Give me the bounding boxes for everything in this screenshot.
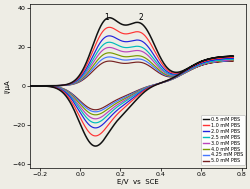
Text: 1: 1 xyxy=(104,13,108,22)
Legend: 0.5 mM PBS, 1.0 mM PBS, 2.0 mM PBS, 2.5 mM PBS, 3.0 mM PBS, 4.0 mM PBS, 4.25 mM : 0.5 mM PBS, 1.0 mM PBS, 2.0 mM PBS, 2.5 … xyxy=(200,115,244,165)
Text: 2: 2 xyxy=(138,13,142,22)
X-axis label: E/V  vs  SCE: E/V vs SCE xyxy=(116,179,158,185)
Y-axis label: I/μA: I/μA xyxy=(4,79,10,93)
